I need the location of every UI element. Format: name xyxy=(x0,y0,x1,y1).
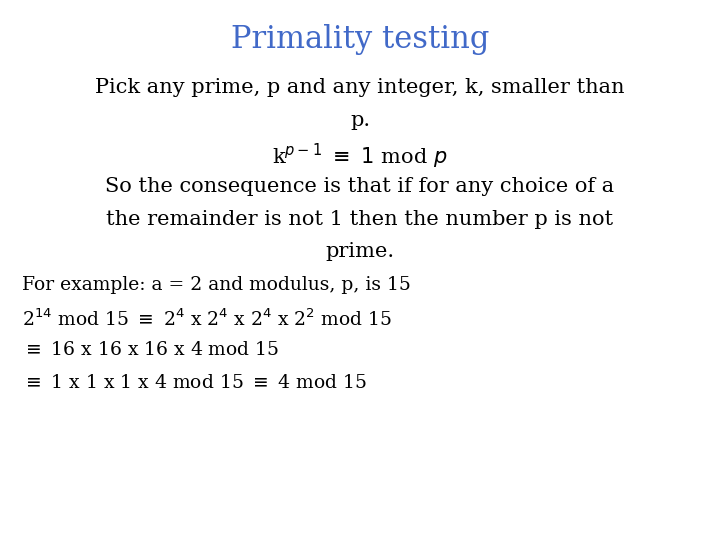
Text: For example: a = 2 and modulus, p, is 15: For example: a = 2 and modulus, p, is 15 xyxy=(22,276,410,294)
Text: k$^{p-1}$ $\equiv$ $1$ mod $p$: k$^{p-1}$ $\equiv$ $1$ mod $p$ xyxy=(272,142,448,171)
Text: the remainder is not 1 then the number p is not: the remainder is not 1 then the number p… xyxy=(107,210,613,228)
Text: Pick any prime, p and any integer, k, smaller than: Pick any prime, p and any integer, k, sm… xyxy=(95,78,625,97)
Text: $\equiv$ 16 x 16 x 16 x 4 mod 15: $\equiv$ 16 x 16 x 16 x 4 mod 15 xyxy=(22,341,279,359)
Text: p.: p. xyxy=(350,111,370,130)
Text: Primality testing: Primality testing xyxy=(231,24,489,55)
Text: 2$^{14}$ mod 15 $\equiv$ 2$^4$ x 2$^4$ x 2$^4$ x 2$^2$ mod 15: 2$^{14}$ mod 15 $\equiv$ 2$^4$ x 2$^4$ x… xyxy=(22,309,392,330)
Text: prime.: prime. xyxy=(325,242,395,261)
Text: $\equiv$ 1 x 1 x 1 x 4 mod 15 $\equiv$ 4 mod 15: $\equiv$ 1 x 1 x 1 x 4 mod 15 $\equiv$ 4… xyxy=(22,374,367,391)
Text: So the consequence is that if for any choice of a: So the consequence is that if for any ch… xyxy=(105,177,615,196)
